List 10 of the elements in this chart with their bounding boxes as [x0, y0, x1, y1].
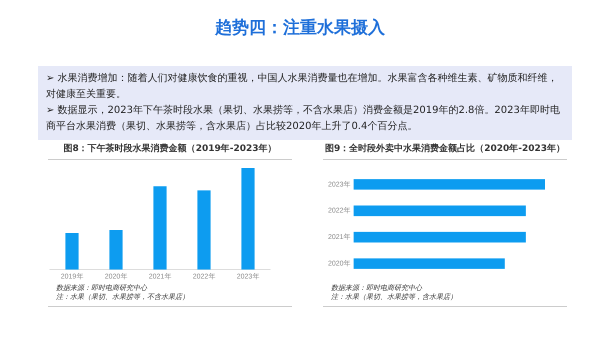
chart-title: 图9：全时段外卖中水果消费金额占比（2020年-2023年）	[324, 142, 566, 155]
text: ➢ 水果消费增加：随着人们对健康饮食的重视，中国人水果消费量也在增加。水果富含各种维生素、矿物质和纤维，对健康至关重要。	[46, 72, 559, 102]
bar	[109, 230, 123, 270]
chart-title: 图8：下午茶时段水果消费金额（2019年-2023年）	[62, 142, 278, 155]
text: ➢ 数据显示，2023年下午茶时段水果（果切、水果捞等，不含水果店）消费金额是2019年的2.8倍。2023年即时电商平台水果消费（果切、水果捞等，含水果店）占比较2020年上升了0.4个百分点。	[46, 104, 561, 134]
bar	[65, 233, 79, 270]
bar	[197, 190, 211, 270]
bar	[153, 186, 167, 270]
bar	[241, 168, 255, 270]
text: 趋势四：注重水果摄入	[214, 17, 386, 39]
